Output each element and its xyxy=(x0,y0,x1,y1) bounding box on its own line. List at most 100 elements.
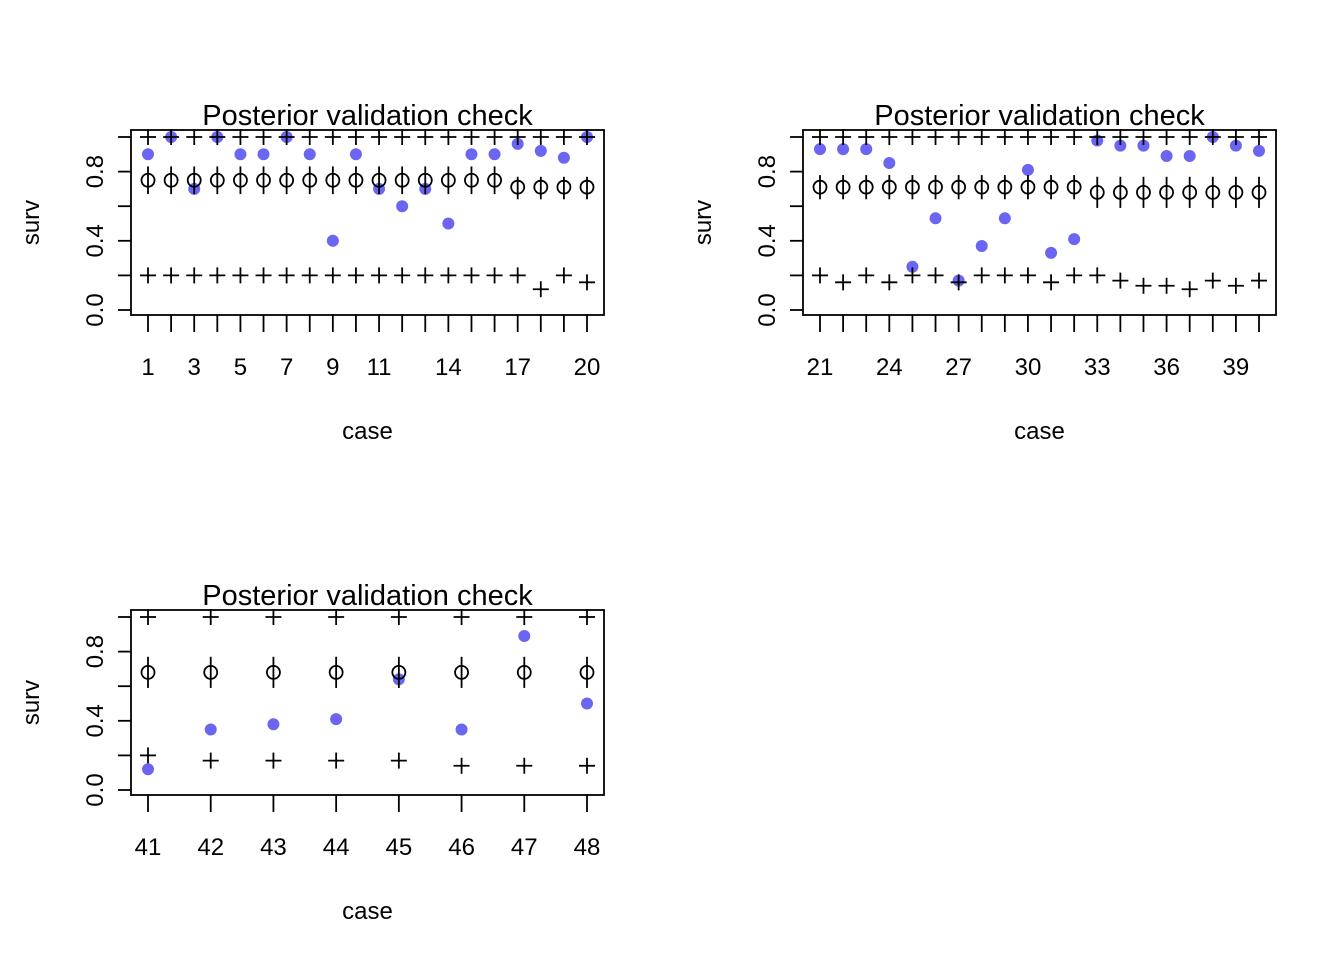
y-axis-label: surv xyxy=(690,200,717,245)
x-tick-label: 9 xyxy=(326,354,339,381)
lower-bound-marker xyxy=(202,752,219,769)
chart-title-3: Posterior validation check xyxy=(202,580,533,612)
median-point xyxy=(233,172,248,188)
lower-bound-marker xyxy=(881,274,898,291)
x-tick-label: 5 xyxy=(234,354,247,381)
median-point xyxy=(556,179,572,195)
y-tick-label: 0.8 xyxy=(754,155,781,188)
upper-bound-marker xyxy=(1251,129,1267,145)
lower-bound-marker xyxy=(301,267,318,284)
median-point xyxy=(997,179,1013,195)
observed-point xyxy=(581,697,593,710)
median-point xyxy=(266,664,281,680)
median-point xyxy=(1089,184,1105,200)
observed-point xyxy=(303,148,316,161)
observed-point xyxy=(906,260,919,273)
observed-point xyxy=(1045,246,1058,259)
x-tick-label: 42 xyxy=(197,834,224,861)
observed-point xyxy=(1137,139,1150,152)
observed-point xyxy=(1160,150,1173,163)
median-point xyxy=(951,179,967,195)
median-point xyxy=(454,664,469,680)
lower-bound-marker xyxy=(1043,274,1060,291)
upper-bound-marker xyxy=(812,129,828,145)
lower-bound-marker xyxy=(265,752,282,769)
observed-point xyxy=(396,200,409,213)
lower-bound-marker xyxy=(371,267,388,284)
lower-bound-marker xyxy=(1019,267,1036,284)
lower-bound-marker xyxy=(1112,272,1129,289)
y-tick-label: 0.8 xyxy=(82,635,109,668)
x-tick-label: 14 xyxy=(435,354,462,381)
lower-bound-marker xyxy=(1158,277,1175,294)
median-point xyxy=(186,172,202,188)
median-point xyxy=(858,179,874,195)
lower-bound-marker xyxy=(390,752,407,769)
upper-bound-marker xyxy=(347,129,364,145)
median-point xyxy=(1043,179,1059,195)
lower-bound-marker xyxy=(140,267,156,284)
upper-bound-marker xyxy=(328,609,345,625)
observed-point xyxy=(1183,150,1196,163)
lower-bound-marker xyxy=(486,267,503,284)
median-point xyxy=(510,179,526,195)
upper-bound-marker xyxy=(278,129,295,145)
upper-bound-marker xyxy=(453,609,470,625)
x-tick-label: 11 xyxy=(367,354,392,381)
upper-bound-marker xyxy=(509,129,526,145)
observed-point xyxy=(349,148,362,161)
x-tick-label: 20 xyxy=(574,354,601,381)
upper-bound-marker xyxy=(440,129,457,145)
observed-point xyxy=(142,763,154,776)
median-point xyxy=(1112,184,1128,200)
observed-point xyxy=(267,718,280,731)
y-tick-label: 0.0 xyxy=(754,293,781,326)
lower-bound-marker xyxy=(579,757,595,774)
lower-bound-marker xyxy=(453,757,470,774)
observed-point xyxy=(1068,233,1081,246)
upper-bound-marker xyxy=(140,609,156,625)
upper-bound-marker xyxy=(163,129,180,145)
lower-bound-marker xyxy=(904,267,921,284)
observed-point xyxy=(975,239,988,252)
lower-bound-marker xyxy=(950,274,967,291)
x-tick-label: 43 xyxy=(260,834,287,861)
x-tick-label: 3 xyxy=(188,354,201,381)
chart-title-2: Posterior validation check xyxy=(874,100,1205,132)
observed-point xyxy=(330,713,343,726)
observed-point xyxy=(998,212,1011,225)
observed-point xyxy=(455,723,468,736)
lower-bound-marker xyxy=(996,267,1013,284)
x-tick-label: 47 xyxy=(511,834,538,861)
upper-bound-marker xyxy=(579,609,595,625)
plot-frame-3 xyxy=(130,609,605,796)
x-tick-label: 48 xyxy=(574,834,601,861)
chart-title-1: Posterior validation check xyxy=(202,100,533,132)
lower-bound-marker xyxy=(1089,267,1106,284)
x-tick-label: 46 xyxy=(448,834,475,861)
y-axis-label: surv xyxy=(18,680,45,725)
lower-bound-marker xyxy=(927,267,944,284)
lower-bound-marker xyxy=(555,267,572,284)
observed-point xyxy=(860,143,873,156)
observed-point xyxy=(557,151,570,164)
lower-bound-marker xyxy=(579,274,595,291)
plot-frame-1 xyxy=(130,129,605,316)
median-point xyxy=(371,172,387,188)
upper-bound-marker xyxy=(950,129,967,145)
upper-bound-marker xyxy=(486,129,503,145)
observed-point xyxy=(814,143,826,156)
median-point xyxy=(1159,184,1174,200)
observed-point xyxy=(465,148,478,161)
median-point xyxy=(905,179,920,195)
median-point xyxy=(1251,184,1267,200)
upper-bound-marker xyxy=(209,129,226,145)
median-point xyxy=(1136,184,1151,200)
median-point xyxy=(256,172,271,188)
median-point xyxy=(348,172,364,188)
upper-bound-marker xyxy=(927,129,944,145)
upper-bound-marker xyxy=(324,129,341,145)
plot-frame-2 xyxy=(802,129,1277,316)
median-point xyxy=(464,172,479,188)
